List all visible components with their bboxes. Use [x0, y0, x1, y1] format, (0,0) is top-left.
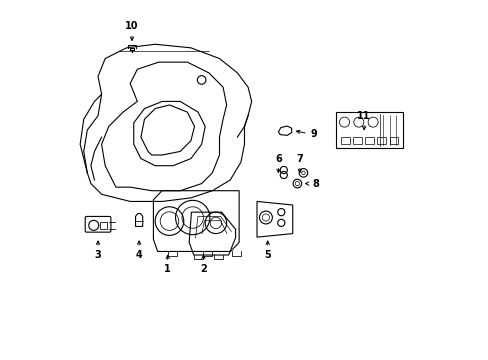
Text: 11: 11 — [357, 111, 370, 121]
Text: 3: 3 — [95, 250, 101, 260]
Text: 8: 8 — [312, 179, 319, 189]
Text: 5: 5 — [264, 250, 270, 260]
Text: 4: 4 — [136, 250, 142, 260]
Text: 6: 6 — [274, 154, 281, 163]
Text: 10: 10 — [125, 21, 139, 31]
Text: 2: 2 — [200, 264, 206, 274]
Text: 7: 7 — [296, 154, 303, 163]
Text: 9: 9 — [310, 129, 317, 139]
Text: 1: 1 — [164, 264, 171, 274]
